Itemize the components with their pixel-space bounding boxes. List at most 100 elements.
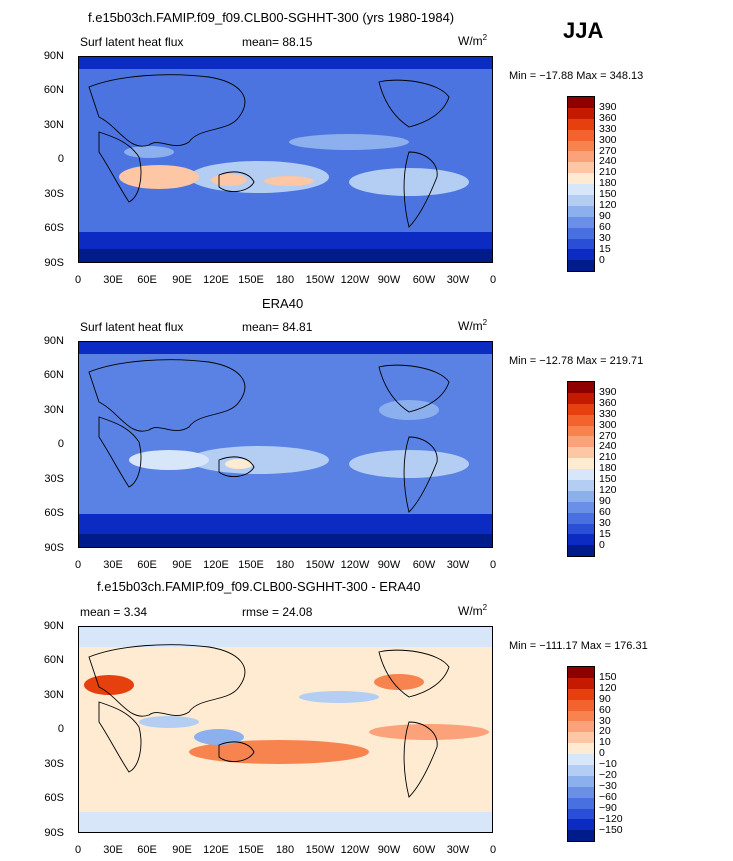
lon-tick: 0	[489, 559, 497, 571]
mean-label: mean= 84.81	[242, 320, 313, 334]
lon-tick: 150E	[238, 844, 264, 856]
mean-label: mean = 3.34	[80, 605, 148, 619]
colorbar-label: 60	[599, 703, 611, 716]
colorbar-swatch	[568, 414, 594, 426]
lon-tick: 60W	[412, 559, 436, 571]
lon-tick: 60E	[137, 274, 157, 286]
rmse-label: rmse = 24.08	[242, 605, 313, 619]
colorbar-swatch	[568, 447, 594, 459]
colorbar-label: 390	[599, 100, 617, 113]
colorbar-swatch	[568, 480, 594, 491]
lat-tick: 30N	[43, 119, 64, 131]
colorbar-swatch	[568, 512, 594, 524]
colorbar-label: 60	[599, 220, 611, 233]
panel-title: ERA40	[262, 296, 304, 311]
colorbar-swatch	[568, 819, 594, 831]
map-field	[79, 342, 492, 547]
lat-tick: 30S	[44, 473, 64, 485]
colorbar-label: 270	[599, 144, 617, 157]
colorbar-swatch	[568, 184, 594, 196]
map-plot	[78, 341, 493, 548]
colorbar-swatch	[568, 216, 594, 228]
lon-tick: 150W	[305, 274, 335, 286]
lon-tick: 30E	[103, 559, 123, 571]
lon-tick: 120E	[203, 844, 229, 856]
colorbar-swatch	[568, 534, 594, 546]
variable-label: Surf latent heat flux	[80, 35, 184, 49]
lon-tick: 60E	[137, 559, 157, 571]
lat-tick: 90N	[43, 335, 64, 347]
colorbar-swatch	[568, 808, 594, 820]
colorbar-swatch	[568, 140, 594, 152]
colorbar-label: 90	[599, 209, 611, 222]
lon-tick: 120E	[203, 559, 229, 571]
lon-tick: 120E	[203, 274, 229, 286]
map-field	[79, 57, 492, 262]
lat-tick: 60S	[44, 507, 64, 519]
colorbar-label: 360	[599, 111, 617, 124]
lon-tick: 0	[489, 844, 497, 856]
lon-tick: 30E	[103, 274, 123, 286]
colorbar-swatch	[568, 667, 594, 678]
colorbar-swatch	[568, 382, 594, 393]
colorbar-label: 390	[599, 385, 617, 398]
lon-tick: 60W	[412, 844, 436, 856]
lon-tick: 0	[489, 274, 497, 286]
lon-tick: 180	[275, 559, 295, 571]
lon-tick: 30W	[446, 274, 470, 286]
colorbar-swatch	[568, 677, 594, 689]
lat-tick: 30N	[43, 404, 64, 416]
colorbar-swatch	[568, 458, 594, 470]
colorbar-swatch	[568, 699, 594, 711]
colorbar-swatch	[568, 765, 594, 776]
colorbar-label: −120	[599, 812, 623, 825]
colorbar-swatch	[568, 710, 594, 722]
lat-tick: 90S	[44, 827, 64, 839]
lat-tick: 90S	[44, 257, 64, 269]
lon-tick: 90E	[172, 844, 192, 856]
colorbar-swatch	[568, 436, 594, 448]
colorbar-label: 150	[599, 473, 617, 486]
map-plot	[78, 626, 493, 833]
colorbar-label: 210	[599, 451, 617, 464]
colorbar	[567, 666, 595, 843]
colorbar-label: 60	[599, 505, 611, 518]
colorbar-label: 120	[599, 681, 617, 694]
min-max-label: Min = −12.78 Max = 219.71	[509, 355, 644, 367]
colorbar-swatch	[568, 238, 594, 250]
colorbar-swatch	[568, 118, 594, 130]
colorbar-swatch	[568, 732, 594, 744]
lon-tick: 90W	[377, 559, 401, 571]
lon-tick: 150E	[238, 274, 264, 286]
lon-tick: 60E	[137, 844, 157, 856]
colorbar	[567, 381, 595, 558]
lat-tick: 90N	[43, 620, 64, 632]
colorbar-swatch	[568, 545, 594, 557]
lon-tick: 30W	[446, 844, 470, 856]
season-label: JJA	[563, 18, 604, 43]
colorbar-swatch	[568, 162, 594, 174]
units-label: W/m2	[458, 33, 488, 48]
map-plot	[78, 56, 493, 263]
colorbar-label: 240	[599, 440, 617, 453]
lon-tick: 150E	[238, 559, 264, 571]
panel-title: f.e15b03ch.FAMIP.f09_f09.CLB00-SGHHT-300…	[97, 579, 421, 594]
mean-label: mean= 88.15	[242, 35, 313, 49]
colorbar-swatch	[568, 490, 594, 502]
colorbar-label: 210	[599, 166, 617, 179]
min-max-label: Min = −17.88 Max = 348.13	[509, 70, 644, 82]
lon-tick: 180	[275, 274, 295, 286]
colorbar-swatch	[568, 425, 594, 437]
lat-tick: 30S	[44, 758, 64, 770]
colorbar-label: 150	[599, 670, 617, 683]
colorbar-swatch	[568, 151, 594, 163]
colorbar-label: 10	[599, 736, 611, 749]
colorbar-swatch	[568, 688, 594, 700]
colorbar-label: 30	[599, 231, 611, 244]
colorbar-swatch	[568, 97, 594, 108]
colorbar-swatch	[568, 173, 594, 185]
map-field	[79, 627, 492, 832]
colorbar-swatch	[568, 501, 594, 513]
colorbar-swatch	[568, 107, 594, 119]
lat-tick: 0	[57, 723, 64, 735]
